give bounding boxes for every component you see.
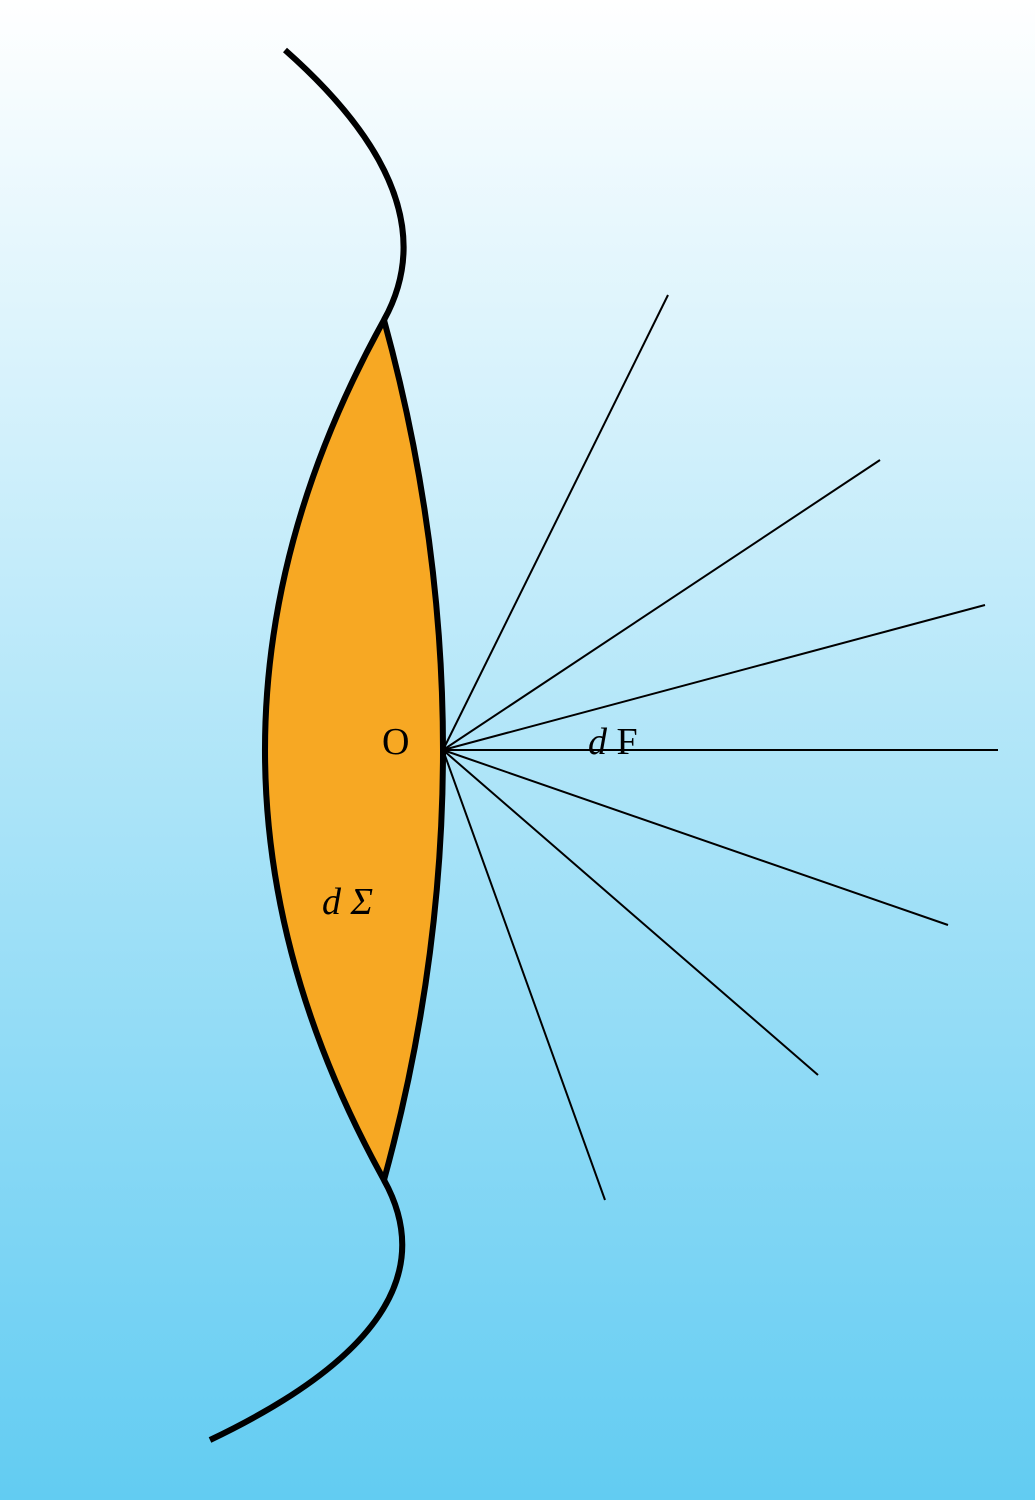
label-dSigma: d Σ [322, 880, 373, 924]
physics-diagram [0, 0, 1035, 1500]
label-origin: O [382, 720, 409, 764]
label-dF: d F [588, 720, 640, 764]
